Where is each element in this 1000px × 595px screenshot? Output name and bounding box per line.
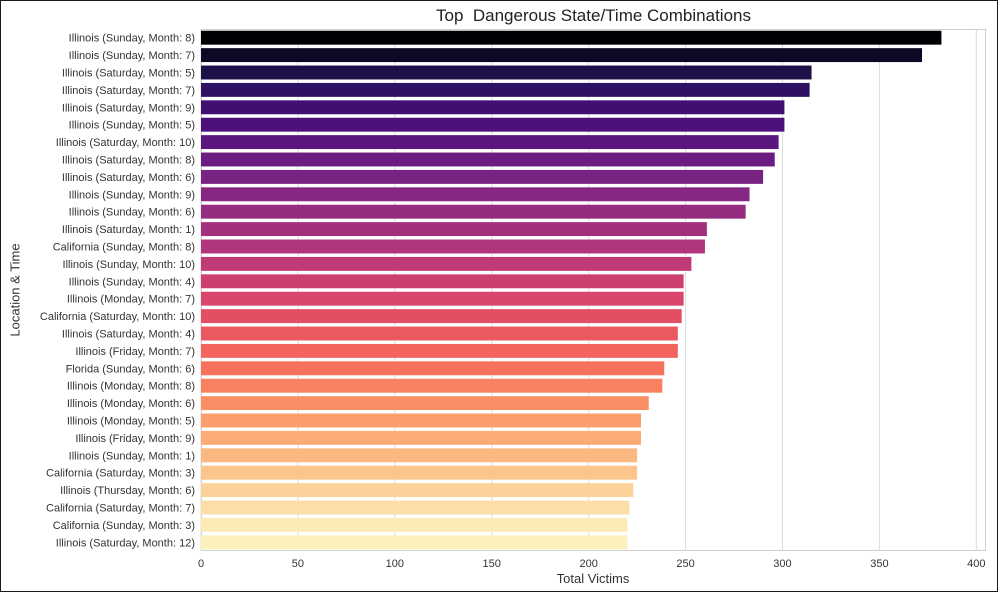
x-axis-label: Total Victims xyxy=(556,571,630,586)
y-tick-label: Illinois (Sunday, Month: 5) xyxy=(69,120,195,132)
x-tick-label: 400 xyxy=(967,558,985,570)
y-tick-label: Illinois (Saturday, Month: 4) xyxy=(62,329,195,341)
bar xyxy=(201,517,628,532)
y-tick-label: Illinois (Friday, Month: 9) xyxy=(75,433,195,445)
bar xyxy=(201,483,634,498)
bar xyxy=(201,465,638,480)
y-tick-label: California (Saturday, Month: 3) xyxy=(46,468,195,480)
bar xyxy=(201,187,750,202)
y-tick-label: Illinois (Sunday, Month: 9) xyxy=(69,189,195,201)
bar xyxy=(201,256,692,271)
bar xyxy=(201,117,785,132)
x-tick-label: 200 xyxy=(579,558,597,570)
bar xyxy=(201,378,663,393)
bar xyxy=(201,65,812,80)
bar xyxy=(201,48,923,63)
y-tick-label: Illinois (Friday, Month: 7) xyxy=(75,346,195,358)
bar xyxy=(201,343,678,358)
bar xyxy=(201,413,641,428)
y-tick-label: Illinois (Saturday, Month: 5) xyxy=(62,68,195,80)
bar xyxy=(201,222,707,237)
y-tick-label: California (Sunday, Month: 8) xyxy=(53,242,195,254)
y-tick-label: Florida (Sunday, Month: 6) xyxy=(66,363,195,375)
y-tick-label: Illinois (Sunday, Month: 7) xyxy=(69,50,195,62)
bar xyxy=(201,30,942,45)
y-tick-label: Illinois (Saturday, Month: 10) xyxy=(56,137,195,149)
x-tick-label: 100 xyxy=(386,558,404,570)
bar xyxy=(201,274,684,289)
bar xyxy=(201,239,705,254)
y-tick-label: California (Sunday, Month: 3) xyxy=(53,520,195,532)
bar xyxy=(201,152,775,167)
bar xyxy=(201,309,682,324)
y-tick-label: California (Saturday, Month: 7) xyxy=(46,503,195,515)
bar xyxy=(201,135,779,150)
y-tick-label: Illinois (Saturday, Month: 9) xyxy=(62,102,195,114)
bar xyxy=(201,430,641,445)
chart-title: Top Dangerous State/Time Combinations xyxy=(436,6,751,25)
bar xyxy=(201,291,684,306)
bar xyxy=(201,204,746,219)
x-tick-label: 0 xyxy=(198,558,204,570)
y-tick-label: Illinois (Sunday, Month: 1) xyxy=(69,450,195,462)
y-tick-label: Illinois (Sunday, Month: 10) xyxy=(63,259,195,271)
y-tick-label: Illinois (Monday, Month: 5) xyxy=(67,416,195,428)
x-tick-label: 150 xyxy=(483,558,501,570)
y-tick-label: Illinois (Saturday, Month: 6) xyxy=(62,172,195,184)
x-tick-label: 350 xyxy=(870,558,888,570)
y-tick-label: Illinois (Saturday, Month: 8) xyxy=(62,155,195,167)
y-tick-label: Illinois (Monday, Month: 6) xyxy=(67,398,195,410)
y-tick-label: California (Saturday, Month: 10) xyxy=(40,311,195,323)
y-tick-label: Illinois (Saturday, Month: 12) xyxy=(56,537,195,549)
y-tick-label: Illinois (Thursday, Month: 6) xyxy=(60,485,195,497)
y-tick-label: Illinois (Saturday, Month: 1) xyxy=(62,224,195,236)
x-tick-label: 250 xyxy=(676,558,694,570)
y-tick-label: Illinois (Sunday, Month: 8) xyxy=(69,33,195,45)
bar xyxy=(201,326,678,341)
y-tick-label: Illinois (Saturday, Month: 7) xyxy=(62,85,195,97)
y-tick-label: Illinois (Sunday, Month: 4) xyxy=(69,276,195,288)
bar xyxy=(201,535,628,550)
y-tick-label: Illinois (Sunday, Month: 6) xyxy=(69,207,195,219)
y-axis-label: Location & Time xyxy=(7,243,23,337)
x-tick-label: 50 xyxy=(292,558,304,570)
y-tick-label: Illinois (Monday, Month: 8) xyxy=(67,381,195,393)
x-tick-label: 300 xyxy=(773,558,791,570)
bar xyxy=(201,448,638,463)
bar xyxy=(201,500,630,515)
y-tick-label: Illinois (Monday, Month: 7) xyxy=(67,294,195,306)
bar xyxy=(201,82,810,97)
bar xyxy=(201,169,764,184)
bar xyxy=(201,361,665,376)
bar xyxy=(201,396,649,411)
bar xyxy=(201,100,785,115)
